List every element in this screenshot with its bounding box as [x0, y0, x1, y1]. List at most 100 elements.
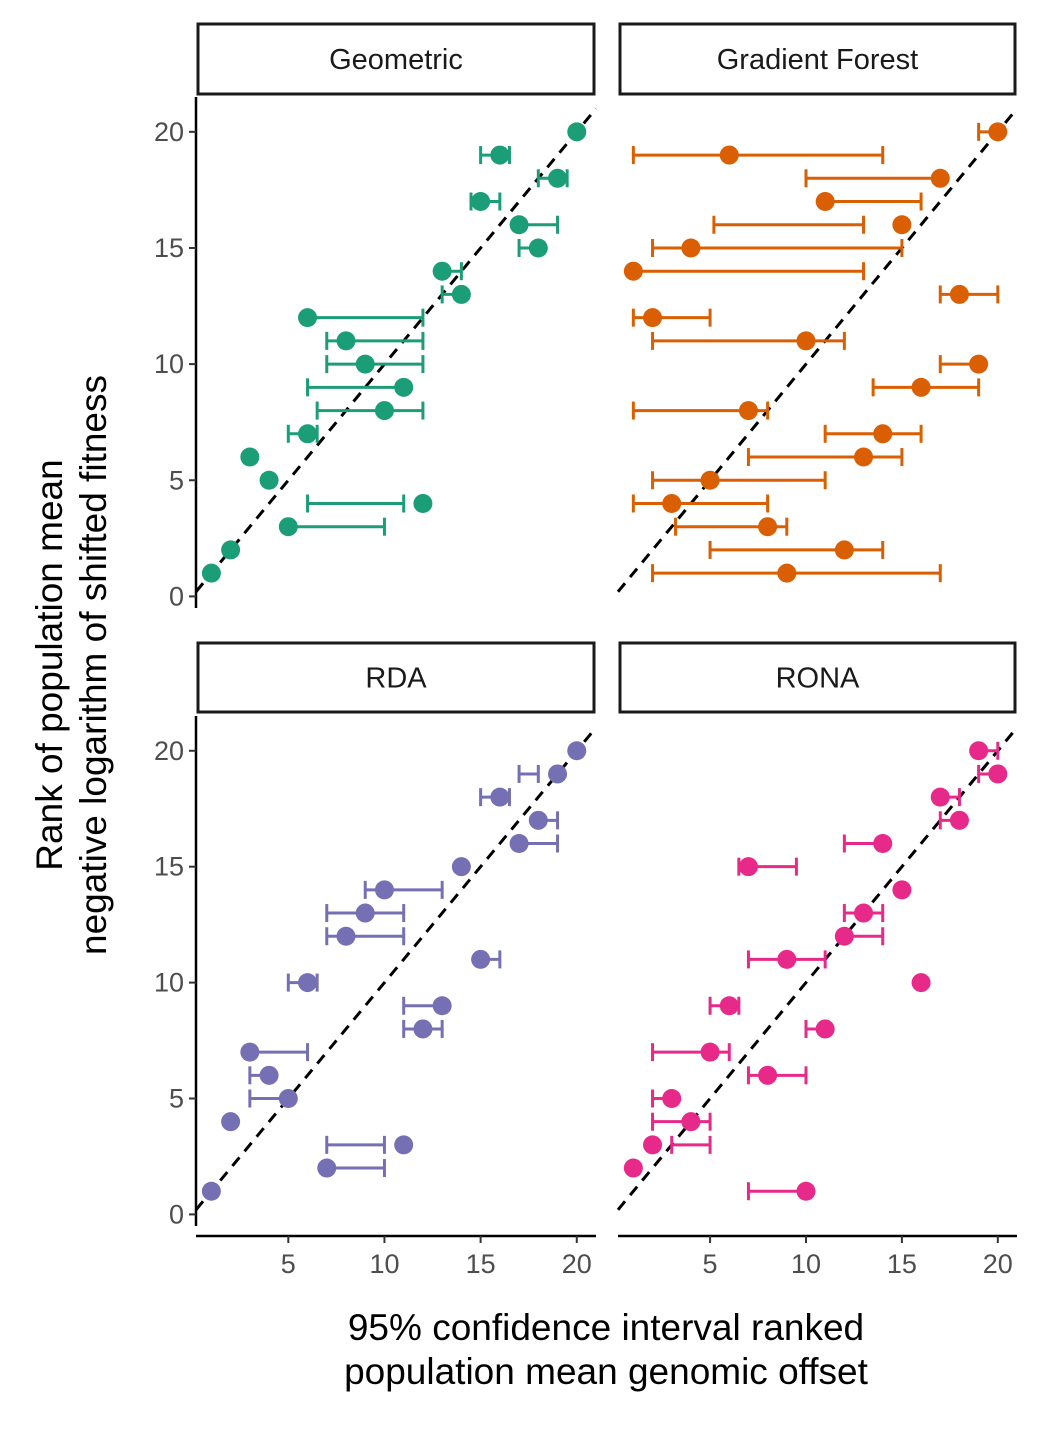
facet-strip-gradient-forest: [618, 22, 1017, 96]
data-point: [854, 903, 874, 923]
data-point: [471, 949, 491, 969]
data-point: [528, 238, 548, 258]
y-tick-label: 5: [169, 465, 184, 495]
data-point: [336, 331, 356, 351]
data-point: [719, 996, 739, 1016]
data-point: [451, 284, 471, 304]
data-point: [815, 1019, 835, 1039]
data-point: [834, 540, 854, 560]
data-point: [911, 973, 931, 993]
data-point: [432, 261, 452, 281]
data-point: [662, 493, 682, 513]
data-point: [738, 857, 758, 877]
data-point: [201, 1181, 221, 1201]
y-tick-label: 15: [154, 233, 184, 263]
data-point: [892, 215, 912, 235]
data-point: [509, 834, 529, 853]
data-point: [700, 470, 720, 490]
data-point: [548, 168, 568, 188]
x-axis-title: 95% confidence interval ranked population…: [344, 1307, 869, 1392]
y-tick-label: 20: [154, 736, 184, 766]
facet-title-gradient-forest: Gradient Forest: [717, 44, 918, 76]
data-point: [892, 880, 912, 900]
data-point: [432, 996, 452, 1016]
data-point: [623, 1158, 643, 1178]
data-point: [777, 563, 797, 583]
x-tick-label: 20: [562, 1249, 592, 1279]
data-point: [374, 880, 394, 900]
data-point: [374, 401, 394, 421]
data-point: [796, 1181, 816, 1201]
data-point: [758, 1065, 778, 1085]
reference-line-rda: [194, 726, 598, 1211]
data-point: [911, 377, 931, 397]
x-tick-label: 15: [466, 1249, 496, 1279]
facet-strip-rda: [196, 641, 596, 714]
data-point: [700, 1042, 720, 1062]
data-point: [949, 284, 969, 304]
facet-title-rona: RONA: [776, 663, 860, 695]
data-point: [355, 354, 375, 374]
data-point: [681, 1112, 701, 1132]
x-tick-label: 20: [983, 1249, 1013, 1279]
data-point: [221, 1112, 241, 1132]
reference-line-gradient-forest: [616, 107, 1019, 593]
x-tick-label: 5: [703, 1249, 718, 1279]
data-point: [873, 834, 893, 853]
data-point: [240, 447, 260, 467]
x-tick-label: 10: [791, 1249, 821, 1279]
x-axis-title-line: population mean genomic offset: [344, 1351, 869, 1392]
y-axis-title-line: Rank of population mean: [29, 459, 70, 870]
y-tick-label: 5: [169, 1084, 184, 1114]
data-point: [413, 1019, 433, 1039]
data-point: [643, 308, 663, 328]
data-point: [969, 741, 989, 761]
data-point: [278, 517, 298, 537]
data-point: [490, 145, 510, 165]
data-point: [259, 1065, 279, 1085]
data-point: [528, 810, 548, 830]
data-point: [355, 903, 375, 923]
reference-line-geometric: [194, 107, 598, 593]
data-point: [394, 377, 414, 397]
data-point: [854, 447, 874, 467]
data-point: [336, 926, 356, 946]
data-point: [930, 787, 950, 807]
data-point: [394, 1135, 414, 1155]
data-point: [758, 517, 778, 537]
data-point: [278, 1089, 298, 1108]
data-point: [623, 261, 643, 281]
data-point: [930, 168, 950, 188]
data-point: [988, 764, 1008, 784]
data-point: [873, 424, 893, 444]
data-point: [567, 741, 587, 761]
data-point: [796, 331, 816, 351]
data-point: [298, 973, 318, 993]
data-point: [834, 926, 854, 946]
data-point: [815, 192, 835, 212]
data-point: [777, 949, 797, 969]
data-point: [471, 192, 491, 212]
data-point: [259, 470, 279, 490]
data-point: [719, 145, 739, 165]
y-tick-label: 10: [154, 349, 184, 379]
x-tick-label: 5: [281, 1249, 296, 1279]
data-point: [221, 540, 241, 560]
data-point: [490, 787, 510, 807]
facet-strip-geometric: [196, 22, 596, 96]
x-tick-label: 15: [887, 1249, 917, 1279]
y-tick-label: 20: [154, 117, 184, 147]
y-tick-label: 0: [169, 581, 184, 611]
reference-line-rona: [616, 726, 1019, 1211]
data-point: [988, 122, 1008, 142]
x-tick-label: 10: [369, 1249, 399, 1279]
data-point: [298, 424, 318, 444]
data-point: [662, 1089, 682, 1108]
data-point: [509, 215, 529, 235]
data-point: [201, 563, 221, 583]
data-point: [451, 857, 471, 877]
facet-title-geometric: Geometric: [329, 44, 463, 76]
facet-title-rda: RDA: [365, 663, 427, 695]
y-tick-label: 10: [154, 968, 184, 998]
